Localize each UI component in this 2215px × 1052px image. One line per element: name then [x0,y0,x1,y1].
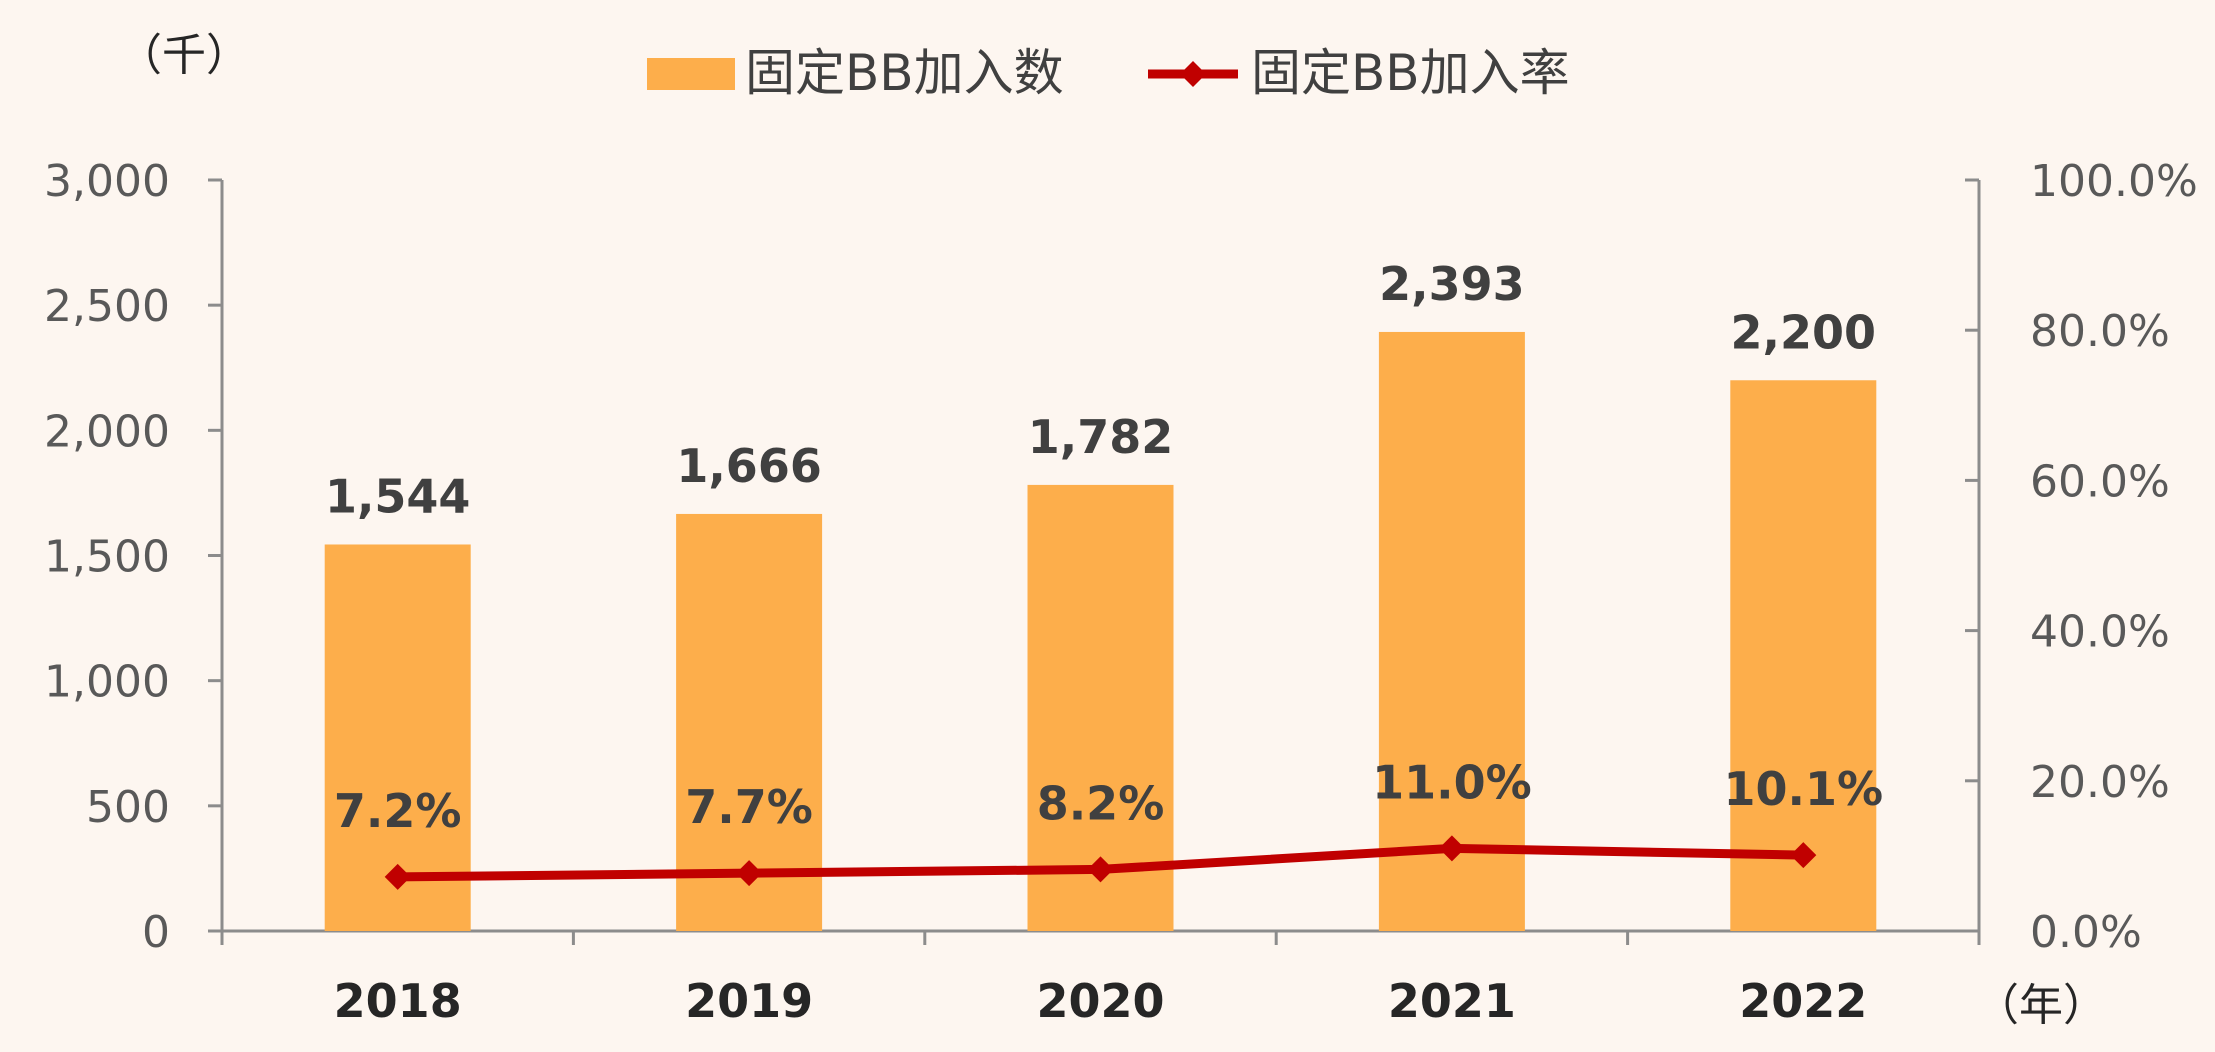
x-unit-label: （年） [1975,980,2107,1031]
y-left-unit-label: （千） [118,30,250,81]
legend-line-marker [1180,61,1206,87]
x-category-label: 2019 [685,974,813,1028]
y-left-tick-label: 1,000 [44,657,170,708]
x-category-label: 2018 [334,974,462,1028]
bar-value-label: 2,200 [1731,305,1877,359]
legend-bar-swatch [647,58,735,90]
x-category-label: 2022 [1739,974,1867,1028]
y-right-tick-label: 0.0% [2030,907,2142,958]
y-right-tick-label: 80.0% [2030,306,2170,357]
bar-value-label: 1,544 [325,469,471,523]
rate-value-label: 8.2% [1037,776,1165,830]
line-value-labels: 7.2% 7.7% 8.2% 11.0% 10.1% [334,755,1883,838]
y-left-tick-label: 0 [142,907,170,958]
bar-value-label: 1,666 [676,439,822,493]
y-right-tick-label: 40.0% [2030,607,2170,658]
rate-value-label: 7.2% [334,784,462,838]
rate-value-label: 11.0% [1372,755,1532,809]
right-axis-ticks: 0.0% 20.0% 40.0% 60.0% 80.0% 100.0% [1965,156,2198,958]
rate-value-label: 10.1% [1724,762,1884,816]
rate-marker [736,860,763,887]
legend-bar-label: 固定BB加入数 [745,44,1064,102]
left-axis-ticks: 0 500 1,000 1,500 2,000 2,500 3,000 [44,156,222,958]
y-left-tick-label: 500 [86,782,170,833]
x-category-label: 2021 [1388,974,1516,1028]
bar-value-label: 2,393 [1379,257,1525,311]
bar-value-label: 1,782 [1028,410,1174,464]
bar-value-labels: 1,544 1,666 1,782 2,393 2,200 [325,257,1876,524]
y-right-tick-label: 20.0% [2030,757,2170,808]
rate-marker [1087,856,1114,883]
rate-marker [384,863,411,890]
y-right-tick-label: 100.0% [2030,156,2198,207]
y-right-tick-label: 60.0% [2030,456,2170,507]
rate-marker [1790,842,1817,869]
line-series [384,835,1817,890]
x-category-labels: 2018 2019 2020 2021 2022 [334,974,1868,1028]
x-category-label: 2020 [1036,974,1164,1028]
y-left-tick-label: 1,500 [44,532,170,583]
y-left-tick-label: 3,000 [44,156,170,207]
bar-series [324,331,1877,931]
bar [1730,380,1877,931]
legend-line-label: 固定BB加入率 [1251,44,1570,102]
y-left-tick-label: 2,500 [44,281,170,332]
rate-value-label: 7.7% [685,780,813,834]
y-left-tick-label: 2,000 [44,406,170,457]
rate-marker [1438,835,1465,862]
bar [1378,331,1525,931]
legend: 固定BB加入数 固定BB加入率 [647,44,1570,102]
